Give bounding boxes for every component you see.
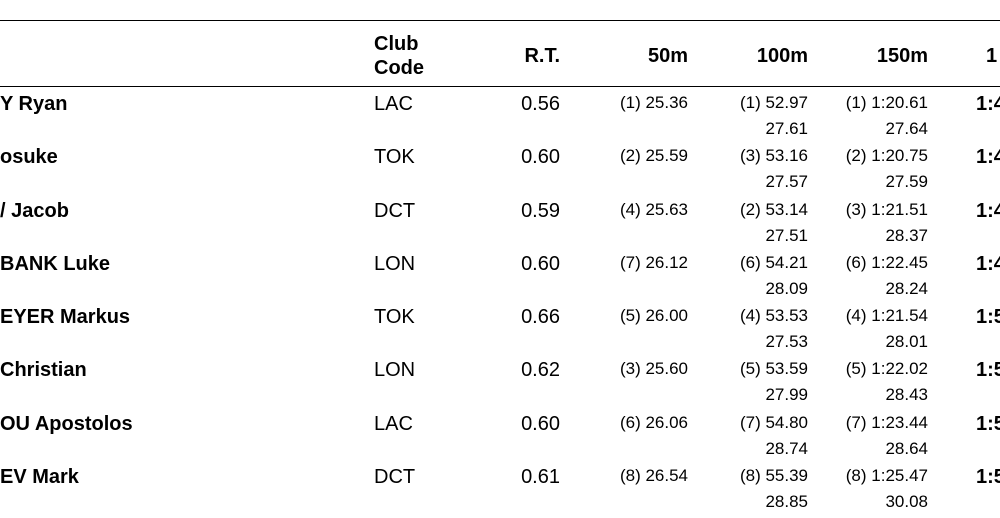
lap-150m: 27.64: [885, 119, 928, 138]
swimmer-name: Christian: [0, 359, 87, 381]
reaction-time: 0.66: [521, 306, 560, 328]
lap-100m: 27.57: [765, 172, 808, 191]
table-row: EV Mark DCT 0.61 (8) 26.54 (8) 55.39 28.…: [0, 463, 1000, 516]
top-rule: [0, 20, 1000, 21]
split-150m: (5) 1:22.02: [845, 359, 928, 378]
split-100m: (6) 54.21: [739, 253, 808, 272]
club-code: LAC: [374, 93, 413, 115]
split-150m: (2) 1:20.75: [845, 146, 928, 165]
club-code: DCT: [374, 466, 416, 488]
lap-150m: 28.37: [885, 226, 928, 245]
split-50m: (2) 25.59: [619, 146, 688, 165]
lap-150m: 28.24: [885, 279, 928, 298]
final-time: 1:4: [976, 93, 1000, 115]
final-time: 1:5: [976, 466, 1000, 488]
split-150m: (1) 1:20.61: [845, 93, 928, 112]
final-time: 1:5: [976, 359, 1000, 381]
reaction-time: 0.60: [521, 413, 560, 435]
table-row: Christian LON 0.62 (3) 25.60 (5) 53.59 2…: [0, 356, 1000, 409]
header-club-code: Club Code: [374, 32, 424, 80]
header-reaction-time: R.T.: [524, 45, 560, 67]
final-time: 1:5: [976, 306, 1000, 328]
club-code: TOK: [374, 146, 415, 168]
table-row: OU Apostolos LAC 0.60 (6) 26.06 (7) 54.8…: [0, 410, 1000, 463]
club-code: LAC: [374, 413, 413, 435]
split-100m: (7) 54.80: [739, 413, 808, 432]
final-time: 1:4: [976, 253, 1000, 275]
header-150m: 150m: [876, 45, 928, 67]
club-code: TOK: [374, 306, 415, 328]
final-time: 1:4: [976, 146, 1000, 168]
split-50m: (7) 26.12: [619, 253, 688, 272]
split-100m: (5) 53.59: [739, 359, 808, 378]
reaction-time: 0.59: [521, 200, 560, 222]
split-100m: (4) 53.53: [739, 306, 808, 325]
header-rule: [0, 86, 1000, 87]
header-next-column: 1: [986, 45, 998, 67]
split-50m: (8) 26.54: [619, 466, 688, 485]
reaction-time: 0.56: [521, 93, 560, 115]
lap-100m: 28.74: [765, 439, 808, 458]
split-50m: (1) 25.36: [619, 93, 688, 112]
reaction-time: 0.60: [521, 253, 560, 275]
table-row: osuke TOK 0.60 (2) 25.59 (3) 53.16 27.57…: [0, 143, 1000, 196]
lap-150m: 28.64: [885, 439, 928, 458]
header-100m: 100m: [756, 45, 808, 67]
club-code: LON: [374, 253, 416, 275]
swimmer-name: Y Ryan: [0, 93, 68, 115]
lap-150m: 27.59: [885, 172, 928, 191]
header-club-line2: Code: [374, 57, 424, 79]
split-150m: (7) 1:23.44: [845, 413, 928, 432]
swimmer-name: / Jacob: [0, 200, 69, 222]
split-150m: (8) 1:25.47: [845, 466, 928, 485]
split-150m: (4) 1:21.54: [845, 306, 928, 325]
split-50m: (6) 26.06: [619, 413, 688, 432]
table-row: Y Ryan LAC 0.56 (1) 25.36 (1) 52.97 27.6…: [0, 90, 1000, 143]
split-150m: (6) 1:22.45: [845, 253, 928, 272]
swimmer-name: OU Apostolos: [0, 413, 133, 435]
lap-100m: 27.51: [765, 226, 808, 245]
table-row: / Jacob DCT 0.59 (4) 25.63 (2) 53.14 27.…: [0, 197, 1000, 250]
reaction-time: 0.60: [521, 146, 560, 168]
swimmer-name: EV Mark: [0, 466, 79, 488]
split-100m: (8) 55.39: [739, 466, 808, 485]
split-50m: (3) 25.60: [619, 359, 688, 378]
swimmer-name: osuke: [0, 146, 58, 168]
final-time: 1:4: [976, 200, 1000, 222]
club-code: DCT: [374, 200, 416, 222]
table-row: EYER Markus TOK 0.66 (5) 26.00 (4) 53.53…: [0, 303, 1000, 356]
lap-100m: 27.61: [765, 119, 808, 138]
lap-150m: 28.01: [885, 332, 928, 351]
header-club-line1: Club: [374, 33, 419, 55]
swimmer-name: BANK Luke: [0, 253, 111, 275]
lap-100m: 28.09: [765, 279, 808, 298]
swimmer-name: EYER Markus: [0, 306, 131, 328]
lap-100m: 28.85: [765, 492, 808, 511]
split-100m: (3) 53.16: [739, 146, 808, 165]
reaction-time: 0.61: [521, 466, 560, 488]
split-100m: (1) 52.97: [739, 93, 808, 112]
lap-150m: 30.08: [885, 492, 928, 511]
split-150m: (3) 1:21.51: [845, 200, 928, 219]
split-50m: (4) 25.63: [619, 200, 688, 219]
reaction-time: 0.62: [521, 359, 560, 381]
club-code: LON: [374, 359, 416, 381]
header-50m: 50m: [647, 45, 688, 67]
lap-100m: 27.99: [765, 385, 808, 404]
split-100m: (2) 53.14: [739, 200, 808, 219]
final-time: 1:5: [976, 413, 1000, 435]
table-row: BANK Luke LON 0.60 (7) 26.12 (6) 54.21 2…: [0, 250, 1000, 303]
lap-100m: 27.53: [765, 332, 808, 351]
lap-150m: 28.43: [885, 385, 928, 404]
split-50m: (5) 26.00: [619, 306, 688, 325]
